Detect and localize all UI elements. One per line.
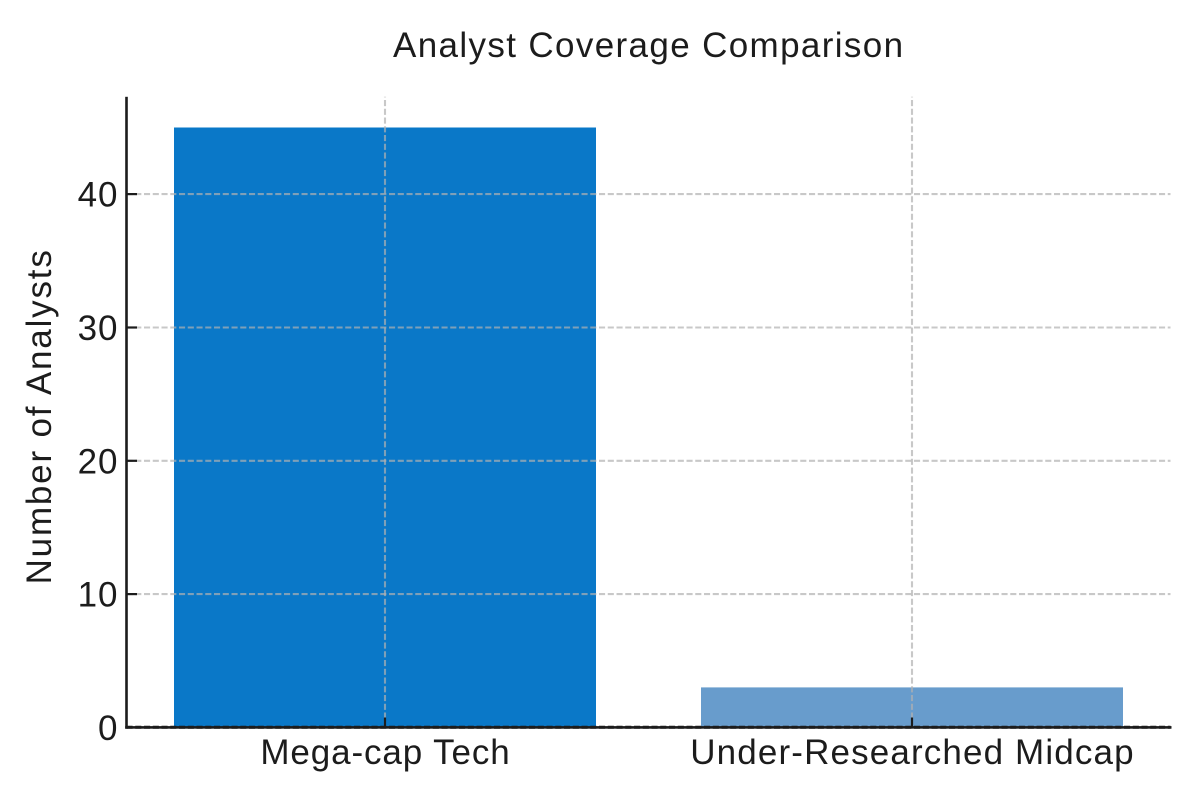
svg-text:0: 0 <box>98 709 118 748</box>
svg-text:Mega-cap Tech: Mega-cap Tech <box>260 733 510 772</box>
svg-text:Under-Researched Midcap: Under-Researched Midcap <box>690 733 1134 772</box>
svg-text:20: 20 <box>78 442 119 481</box>
svg-text:Analyst Coverage Comparison: Analyst Coverage Comparison <box>393 26 904 65</box>
svg-text:30: 30 <box>78 309 119 348</box>
svg-text:10: 10 <box>78 576 119 615</box>
svg-text:40: 40 <box>78 176 119 215</box>
svg-text:Number of Analysts: Number of Analysts <box>20 248 59 584</box>
